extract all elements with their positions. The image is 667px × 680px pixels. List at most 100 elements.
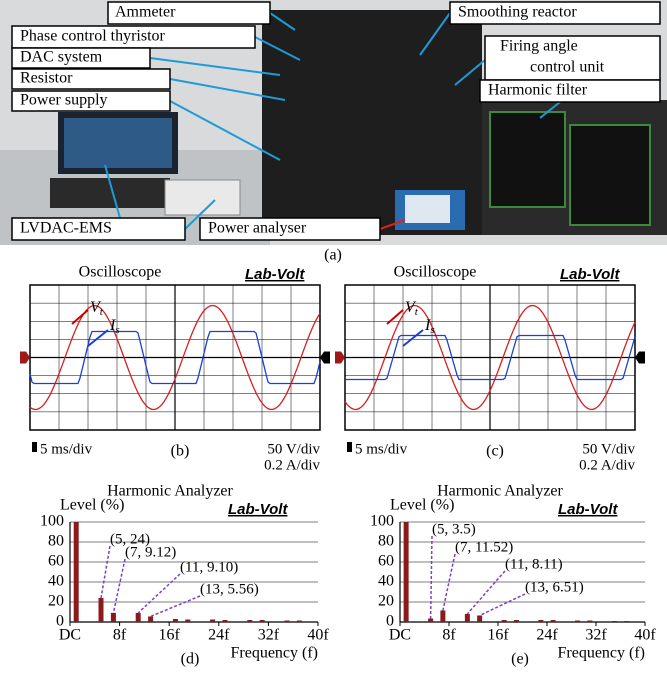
photo-label: DAC system bbox=[20, 49, 103, 66]
logo: Lab-Volt bbox=[228, 501, 288, 518]
annotation-leader bbox=[151, 596, 200, 616]
bar bbox=[260, 620, 265, 622]
x-tick-label: 40f bbox=[307, 627, 329, 644]
x-tick-label: 32f bbox=[258, 627, 280, 644]
annotation-leader bbox=[431, 536, 432, 619]
current-scale: 0.2 A/div bbox=[264, 457, 320, 473]
bar bbox=[587, 621, 592, 623]
monitor-screen bbox=[64, 118, 172, 168]
signal-subscript: s bbox=[115, 324, 119, 336]
logo: Lab-Volt bbox=[245, 266, 305, 283]
voltage-scale: 50 V/div bbox=[582, 441, 635, 457]
photo-label: Firing angle bbox=[500, 38, 578, 55]
photo-label: LVDAC-EMS bbox=[20, 220, 112, 237]
annotation: (5, 3.5) bbox=[432, 521, 476, 537]
x-tick-label: 24f bbox=[208, 627, 230, 644]
bar bbox=[185, 620, 190, 623]
annotation-leader bbox=[480, 594, 525, 615]
bar bbox=[148, 616, 153, 622]
logo: Lab-Volt bbox=[558, 501, 618, 518]
time-scale: 5 ms/div bbox=[355, 441, 408, 457]
bar bbox=[136, 613, 141, 622]
bar bbox=[74, 522, 79, 622]
photo-label: control unit bbox=[530, 59, 605, 76]
y-tick-label: 60 bbox=[48, 553, 64, 570]
photo-label: Smoothing reactor bbox=[458, 4, 577, 21]
marker bbox=[32, 442, 37, 452]
y-tick-label: 20 bbox=[378, 593, 394, 610]
filter-module bbox=[570, 125, 650, 225]
caption: (a) bbox=[324, 247, 342, 264]
bar bbox=[575, 621, 580, 623]
bar bbox=[612, 621, 617, 622]
bar bbox=[514, 620, 519, 622]
voltage-scale: 50 V/div bbox=[267, 441, 320, 457]
annotation: (7, 11.52) bbox=[455, 539, 513, 555]
annotation-leader bbox=[467, 571, 505, 614]
bar bbox=[624, 621, 629, 622]
bar bbox=[297, 621, 302, 623]
bar bbox=[111, 613, 116, 622]
chart-title: Harmonic Analyzer bbox=[437, 483, 563, 500]
marker bbox=[347, 442, 352, 452]
y-axis-label: Level (%) bbox=[390, 497, 454, 514]
photo-label: Harmonic filter bbox=[488, 82, 588, 99]
photo-label: Power supply bbox=[20, 92, 108, 109]
marker bbox=[635, 352, 645, 364]
x-axis-label: Frequency (f) bbox=[230, 645, 318, 662]
time-scale: 5 ms/div bbox=[40, 441, 93, 457]
x-tick-label: 32f bbox=[585, 627, 607, 644]
bar bbox=[99, 598, 104, 622]
bar bbox=[502, 620, 507, 622]
oscilloscope-device bbox=[165, 180, 240, 215]
bar bbox=[440, 610, 445, 622]
x-tick-label: 40f bbox=[634, 627, 656, 644]
bar bbox=[210, 620, 215, 623]
signal-subscript: s bbox=[430, 324, 434, 336]
photo-label: Resistor bbox=[20, 70, 73, 87]
annotation: (7, 9.12) bbox=[125, 544, 176, 560]
photo-label: Phase control thyristor bbox=[20, 28, 166, 45]
chart-title: Harmonic Analyzer bbox=[107, 483, 233, 500]
y-axis-label: Level (%) bbox=[60, 497, 124, 514]
analyser-screen bbox=[405, 195, 450, 223]
x-tick-label: 16f bbox=[159, 627, 181, 644]
caption: (c) bbox=[486, 443, 504, 460]
y-tick-label: 40 bbox=[48, 573, 64, 590]
caption: (b) bbox=[171, 443, 190, 460]
annotation: (13, 6.51) bbox=[525, 579, 584, 595]
y-tick-label: 80 bbox=[378, 533, 394, 550]
bar bbox=[551, 620, 556, 622]
filter-module bbox=[490, 112, 565, 207]
photo-label: Ammeter bbox=[115, 4, 176, 21]
annotation-leader bbox=[113, 559, 125, 613]
caption: (d) bbox=[181, 651, 200, 668]
logo: Lab-Volt bbox=[560, 266, 620, 283]
y-tick-label: 60 bbox=[378, 553, 394, 570]
marker bbox=[320, 352, 330, 364]
annotation-leader bbox=[101, 546, 110, 598]
x-tick-label: DC bbox=[59, 627, 81, 644]
y-tick-label: 100 bbox=[370, 513, 394, 530]
bar bbox=[538, 620, 543, 622]
bar bbox=[477, 615, 482, 622]
photo-label: Power analyser bbox=[208, 220, 307, 237]
y-tick-label: 100 bbox=[40, 513, 64, 530]
x-axis-label: Frequency (f) bbox=[557, 645, 645, 662]
scope-title: Oscilloscope bbox=[394, 264, 477, 281]
x-tick-label: 16f bbox=[487, 627, 509, 644]
bar bbox=[285, 621, 290, 623]
annotation: (13, 5.56) bbox=[200, 581, 259, 597]
bar bbox=[404, 522, 409, 622]
x-tick-label: 24f bbox=[536, 627, 558, 644]
y-tick-label: 40 bbox=[378, 573, 394, 590]
scope-title: Oscilloscope bbox=[79, 264, 162, 281]
current-scale: 0.2 A/div bbox=[579, 457, 635, 473]
y-tick-label: 80 bbox=[48, 533, 64, 550]
figure: Ammeter Phase control thyristor DAC system… bbox=[0, 0, 667, 675]
x-tick-label: 8f bbox=[442, 627, 456, 644]
x-tick-label: DC bbox=[389, 627, 411, 644]
marker bbox=[20, 352, 30, 364]
marker bbox=[335, 352, 345, 364]
caption: (e) bbox=[511, 651, 529, 668]
